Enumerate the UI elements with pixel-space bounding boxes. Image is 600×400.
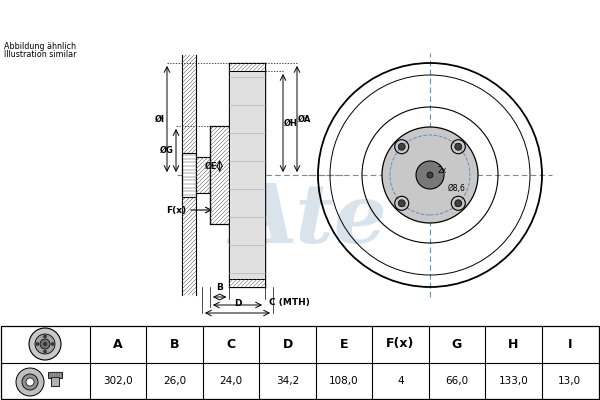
Text: 24,0: 24,0 [220,376,242,386]
Text: Abbildung ähnlich: Abbildung ähnlich [4,42,76,51]
Text: Ø8,6: Ø8,6 [448,184,466,193]
Text: B: B [170,338,179,350]
Bar [48,372,62,378]
Circle shape [29,328,61,360]
Circle shape [455,143,462,150]
Bar [196,157,210,193]
Text: ØG: ØG [160,146,174,155]
Text: 2x: 2x [438,166,447,175]
Circle shape [51,342,54,346]
Circle shape [43,342,47,346]
Bar [51,377,59,386]
Text: 13,0: 13,0 [558,376,581,386]
Circle shape [398,143,405,150]
Text: E: E [340,338,348,350]
Text: I: I [568,338,572,350]
Text: 302,0: 302,0 [103,376,133,386]
Circle shape [44,350,47,353]
Text: Ate: Ate [233,180,388,260]
Circle shape [16,368,44,396]
Circle shape [26,378,34,386]
Circle shape [40,339,50,349]
Text: 24.0126-0140.1   426140: 24.0126-0140.1 426140 [174,10,426,28]
Text: F(x): F(x) [166,206,186,214]
Bar [229,71,265,279]
Text: B: B [216,283,223,292]
Text: A: A [113,338,123,350]
Text: 108,0: 108,0 [329,376,359,386]
Circle shape [35,334,55,354]
Text: Illustration similar: Illustration similar [4,50,77,59]
Text: ØI: ØI [155,114,165,124]
Circle shape [36,342,39,346]
Text: 4: 4 [397,376,404,386]
Circle shape [22,374,38,390]
Circle shape [455,200,462,207]
Text: C (MTH): C (MTH) [269,298,310,308]
Text: F(x): F(x) [386,338,415,350]
Circle shape [398,200,405,207]
Bar [229,63,265,71]
Bar [210,126,229,224]
Circle shape [44,335,47,338]
Circle shape [382,127,478,223]
Text: ØE: ØE [205,162,218,170]
Text: H: H [508,338,518,350]
Circle shape [427,172,433,178]
Circle shape [416,161,444,189]
Text: 26,0: 26,0 [163,376,186,386]
Bar [182,153,196,197]
Text: D: D [283,338,293,350]
Text: C: C [227,338,236,350]
Text: ØA: ØA [298,114,311,124]
Text: 34,2: 34,2 [276,376,299,386]
Text: 133,0: 133,0 [499,376,528,386]
Text: D: D [234,299,241,308]
Text: ØH: ØH [284,118,298,128]
Text: 66,0: 66,0 [445,376,469,386]
Bar [229,279,265,287]
Text: G: G [452,338,462,350]
